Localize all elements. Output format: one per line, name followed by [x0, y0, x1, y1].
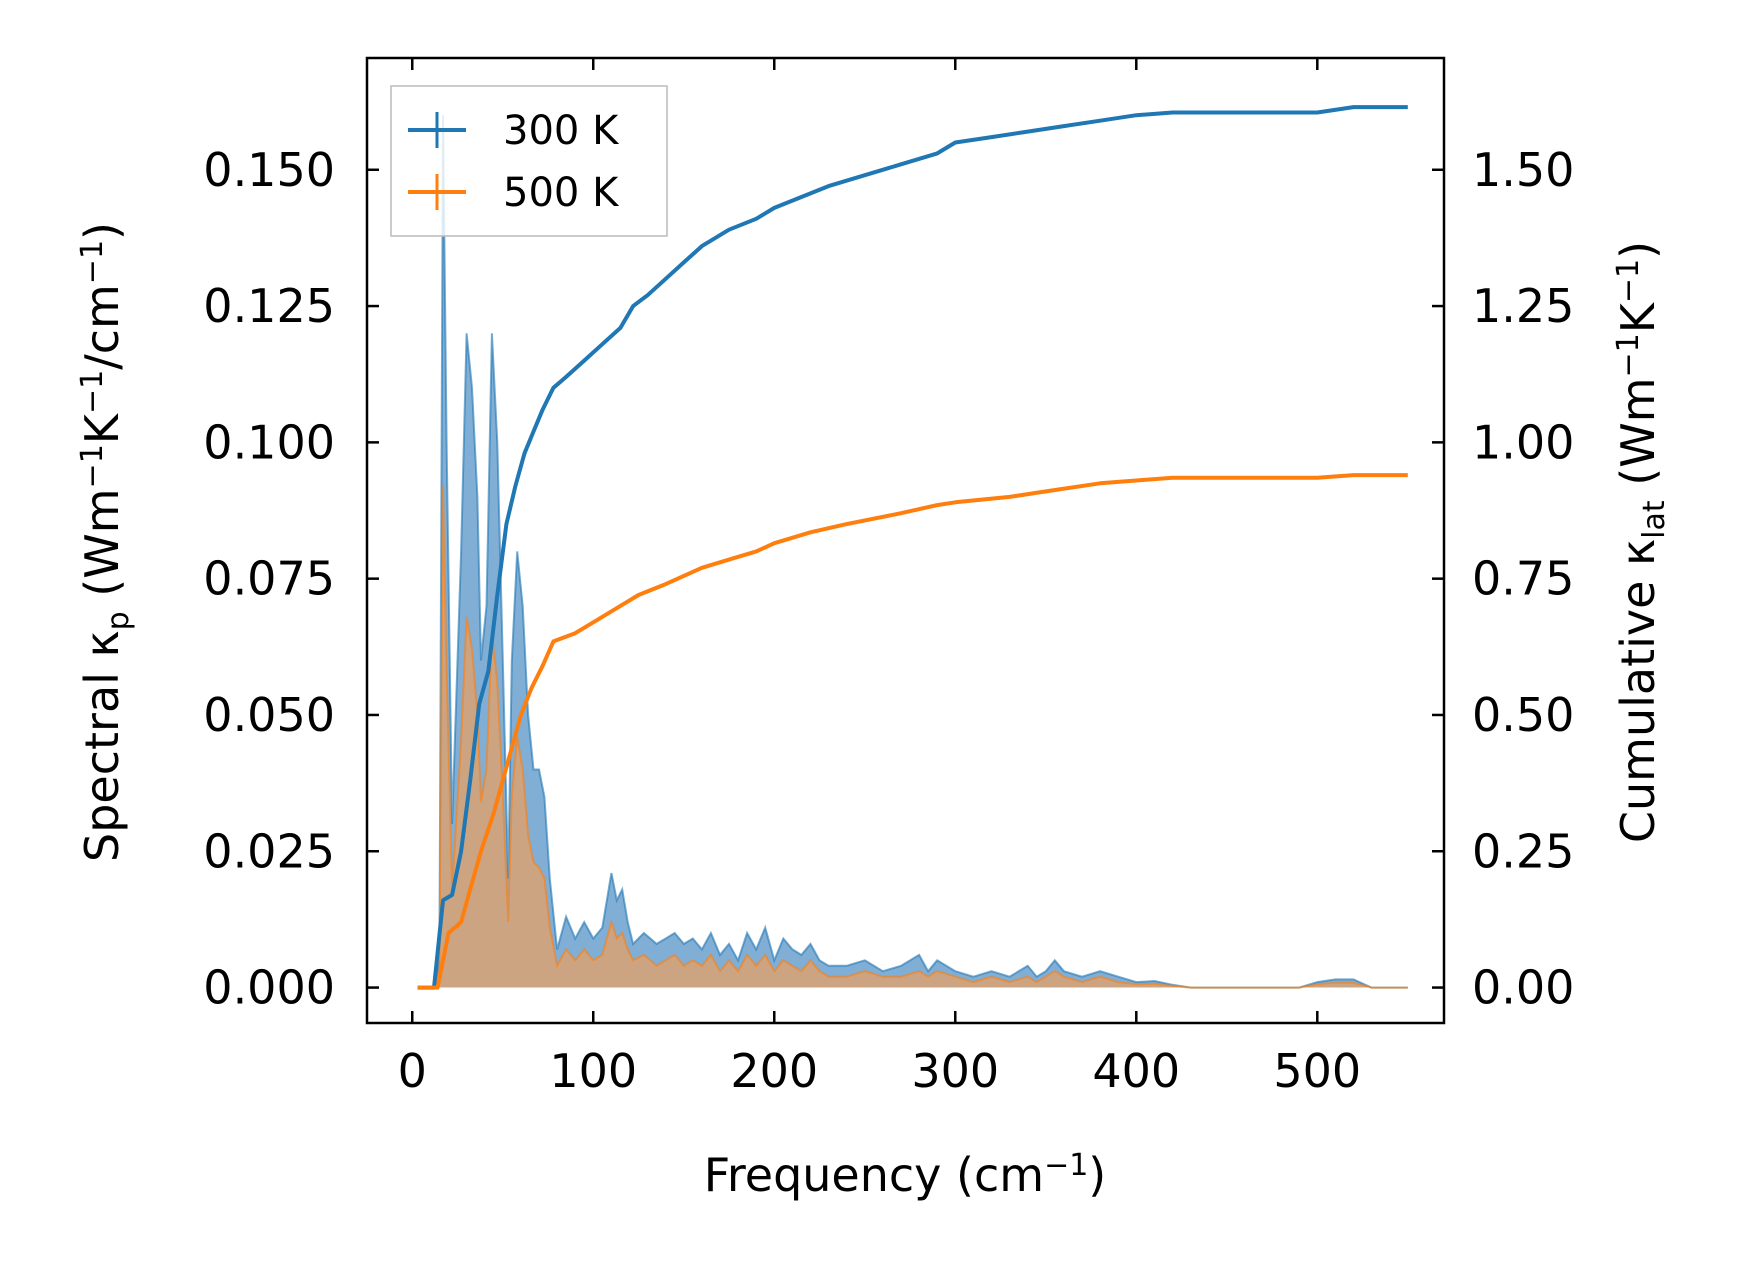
x-axis: 0 100 200 300 400 500: [398, 58, 1361, 1098]
y-right-tick-label: 0.00: [1472, 961, 1574, 1015]
y-right-tick-label: 1.00: [1472, 415, 1574, 469]
x-tick-label: 400: [1092, 1044, 1180, 1098]
y-left-tick-label: 0.075: [203, 552, 335, 606]
x-axis-title: Frequency (cm−1): [704, 1148, 1107, 1202]
cumulative-line-500K: [417, 473, 1408, 990]
y-right-tick-label: 1.25: [1472, 279, 1574, 333]
y-right-tick-label: 0.25: [1472, 824, 1574, 878]
plot-frame: [365, 56, 1446, 1025]
cumulative-lines: [417, 105, 1408, 990]
spectral-line-300K: [417, 115, 1408, 989]
x-tick-label: 100: [549, 1044, 637, 1098]
legend: 300 K 500 K: [390, 85, 668, 237]
cumulative-line-300K: [417, 105, 1408, 990]
legend-label-500K: 500 K: [503, 170, 620, 216]
legend-label-300K: 300 K: [503, 108, 620, 154]
y-right-tick-label: 1.50: [1472, 143, 1574, 197]
y-axis-left: 0.000 0.025 0.050 0.075 0.100 0.125 0.150: [203, 143, 379, 1015]
y-axis-right: 0.00 0.25 0.50 0.75 1.00 1.25 1.50: [1432, 143, 1574, 1015]
y-left-tick-label: 0.050: [203, 688, 335, 742]
y-right-tick-label: 0.75: [1472, 552, 1574, 606]
legend-box: [390, 85, 668, 237]
spectral-line-500K: [417, 485, 1408, 989]
y-left-tick-label: 0.025: [203, 824, 335, 878]
x-tick-label: 0: [398, 1044, 427, 1098]
y-left-tick-label: 0.125: [203, 279, 335, 333]
y-left-tick-label: 0.000: [203, 961, 335, 1015]
y-left-tick-label: 0.100: [203, 415, 335, 469]
spectral-fills: [417, 115, 1408, 989]
y-left-tick-label: 0.150: [203, 143, 335, 197]
x-tick-label: 200: [730, 1044, 818, 1098]
y-right-tick-label: 0.50: [1472, 688, 1574, 742]
x-tick-label: 300: [911, 1044, 999, 1098]
y-axis-right-title: Cumulative κlat (Wm−1K−1): [1611, 241, 1672, 843]
y-axis-left-title: Spectral κp (Wm−1K−1/cm−1): [75, 222, 136, 862]
x-tick-label: 500: [1273, 1044, 1361, 1098]
spectral-area-500K: [417, 486, 1408, 988]
